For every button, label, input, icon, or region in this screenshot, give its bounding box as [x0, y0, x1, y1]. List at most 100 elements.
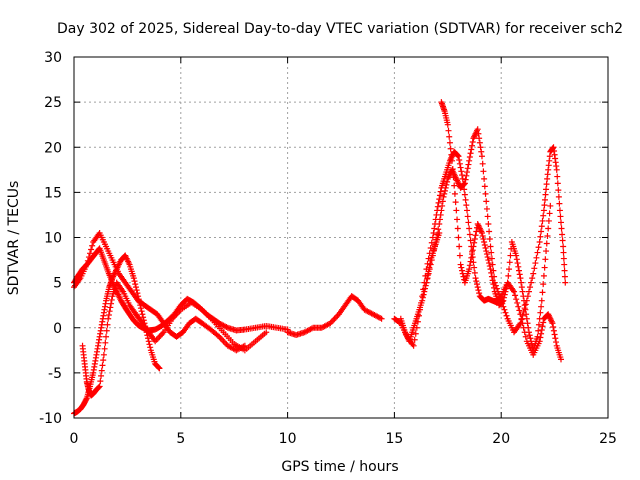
- data-point: [420, 291, 427, 298]
- data-point: [84, 257, 91, 264]
- data-point: [482, 190, 489, 197]
- data-point: [463, 202, 470, 209]
- data-point: [518, 284, 525, 291]
- data-point: [555, 187, 562, 194]
- series-arc-d: [79, 279, 270, 399]
- data-point: [83, 261, 90, 268]
- data-point: [541, 264, 548, 271]
- data-point: [483, 248, 490, 255]
- data-point: [527, 284, 534, 291]
- data-point: [546, 210, 553, 217]
- data-point: [419, 297, 426, 304]
- data-point: [539, 289, 546, 296]
- data-point: [436, 229, 443, 236]
- data-point: [456, 243, 463, 250]
- data-point: [486, 228, 493, 235]
- data-point: [520, 293, 527, 300]
- data-point: [491, 284, 498, 291]
- data-point: [98, 372, 105, 379]
- data-point: [503, 312, 510, 319]
- data-point: [458, 264, 465, 271]
- data-point: [502, 288, 509, 295]
- y-tick-label: -5: [48, 366, 62, 382]
- data-point: [426, 264, 433, 271]
- data-point: [469, 251, 476, 258]
- data-point: [511, 288, 518, 295]
- data-point: [459, 172, 466, 179]
- data-point: [535, 244, 542, 251]
- data-point: [466, 154, 473, 161]
- data-point: [553, 339, 560, 346]
- data-point: [462, 196, 469, 203]
- data-point: [89, 242, 96, 249]
- data-point: [543, 181, 550, 188]
- data-point: [437, 211, 444, 218]
- y-tick-label: 30: [44, 50, 62, 66]
- data-point: [484, 213, 491, 220]
- data-point: [456, 252, 463, 259]
- data-point: [517, 320, 524, 327]
- series-arc-e: [284, 293, 385, 338]
- data-point: [514, 299, 521, 306]
- y-tick-label: 25: [44, 95, 62, 111]
- data-point: [462, 176, 469, 183]
- data-point: [439, 202, 446, 209]
- data-point: [100, 357, 107, 364]
- data-point: [457, 261, 464, 268]
- data-point: [538, 228, 545, 235]
- data-point: [464, 207, 471, 214]
- y-axis-label: SDTVAR / TECUs: [6, 181, 22, 296]
- data-point: [501, 294, 508, 301]
- data-point: [101, 345, 108, 352]
- data-point: [535, 321, 542, 328]
- data-point: [449, 166, 456, 173]
- y-tick-label: -10: [39, 411, 62, 427]
- data-point: [453, 207, 460, 214]
- data-point: [436, 216, 443, 223]
- data-point: [479, 232, 486, 239]
- data-point: [488, 255, 495, 262]
- data-point: [538, 223, 545, 230]
- data-point: [529, 275, 536, 282]
- data-point: [431, 225, 438, 232]
- data-point: [513, 252, 520, 259]
- data-point: [544, 232, 551, 239]
- data-point: [474, 284, 481, 291]
- data-point: [487, 243, 494, 250]
- data-point: [478, 153, 485, 160]
- data-point: [549, 320, 556, 327]
- data-point: [538, 327, 545, 334]
- data-point: [543, 240, 550, 247]
- data-point: [467, 258, 474, 265]
- data-point: [97, 378, 104, 385]
- data-point: [436, 196, 443, 203]
- data-point: [472, 275, 479, 282]
- data-point: [550, 327, 557, 334]
- data-point: [464, 213, 471, 220]
- data-point: [467, 150, 474, 157]
- data-point: [469, 247, 476, 254]
- data-point: [481, 239, 488, 246]
- data-point: [451, 190, 458, 197]
- data-point: [465, 161, 472, 168]
- data-point: [98, 367, 105, 374]
- data-point: [423, 279, 430, 286]
- data-point: [542, 256, 549, 263]
- data-point: [519, 312, 526, 319]
- x-tick-label: 15: [385, 431, 403, 447]
- data-point: [483, 205, 490, 212]
- data-point: [454, 152, 461, 159]
- data-point: [444, 121, 451, 128]
- data-point: [481, 183, 488, 190]
- chart-title: Day 302 of 2025, Sidereal Day-to-day VTE…: [57, 21, 623, 37]
- data-point: [477, 144, 484, 151]
- data-point: [422, 282, 429, 289]
- data-point: [471, 236, 478, 243]
- data-point: [539, 217, 546, 224]
- data-point: [535, 327, 542, 334]
- data-point: [455, 153, 462, 160]
- data-point: [490, 281, 497, 288]
- data-point: [424, 275, 431, 282]
- data-point: [483, 198, 490, 205]
- data-point: [500, 297, 507, 304]
